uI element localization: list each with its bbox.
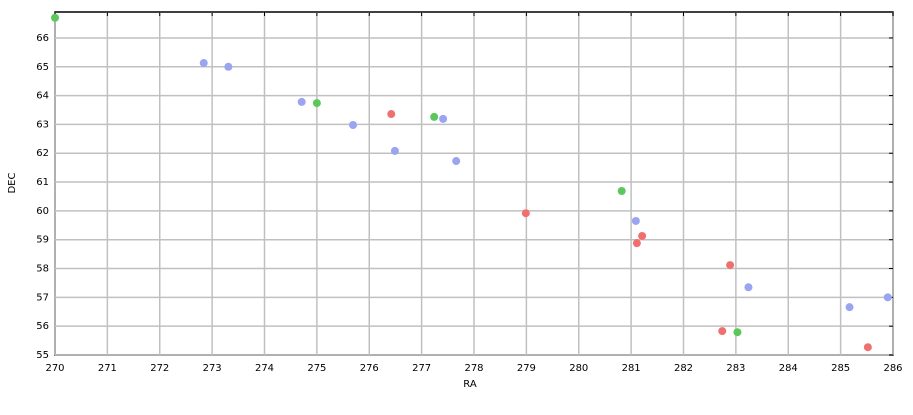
point — [863, 343, 872, 352]
x-tick-label: 270 — [45, 363, 64, 374]
x-tick-label: 274 — [255, 363, 274, 374]
x-tick-label: 280 — [569, 363, 588, 374]
point — [224, 62, 233, 71]
y-tick-label: 57 — [36, 292, 49, 303]
y-tick-label: 59 — [36, 235, 49, 246]
x-tick-label: 272 — [150, 363, 169, 374]
point — [726, 261, 735, 270]
point — [521, 209, 530, 218]
point — [733, 328, 742, 337]
x-tick-label: 283 — [726, 363, 745, 374]
x-tick-label: 273 — [203, 363, 222, 374]
x-tick-label: 279 — [517, 363, 536, 374]
y-tick-label: 55 — [36, 350, 49, 361]
point — [452, 157, 461, 166]
point — [845, 303, 854, 312]
x-tick-label: 285 — [831, 363, 850, 374]
point — [718, 327, 727, 336]
y-tick-label: 56 — [36, 321, 49, 332]
x-tick-label: 282 — [674, 363, 693, 374]
point — [430, 112, 439, 121]
point — [297, 97, 306, 106]
y-tick-label: 63 — [36, 119, 49, 130]
x-tick-label: 278 — [464, 363, 483, 374]
point — [439, 114, 448, 123]
point — [312, 99, 321, 108]
x-tick-label: 271 — [98, 363, 117, 374]
point — [883, 293, 892, 302]
y-tick-label: 60 — [36, 206, 49, 217]
x-tick-label: 276 — [360, 363, 379, 374]
point — [390, 146, 399, 155]
y-tick-label: 65 — [36, 62, 49, 73]
point — [631, 216, 640, 225]
point — [617, 186, 626, 195]
x-tick-label: 275 — [307, 363, 326, 374]
x-axis-label: RA — [463, 379, 477, 390]
y-tick-label: 64 — [36, 91, 49, 102]
x-tick-label: 277 — [412, 363, 431, 374]
point — [632, 239, 641, 248]
point — [349, 120, 358, 129]
y-tick-label: 61 — [36, 177, 49, 188]
point — [744, 283, 753, 292]
y-tick-label: 62 — [36, 148, 49, 159]
y-tick-label: 58 — [36, 264, 49, 275]
point — [638, 231, 647, 240]
point — [387, 110, 396, 119]
point — [51, 13, 59, 22]
y-axis-label: DEC — [7, 172, 18, 193]
y-tick-label: 66 — [36, 33, 49, 44]
x-tick-label: 286 — [883, 363, 902, 374]
point — [199, 59, 208, 68]
x-tick-label: 281 — [622, 363, 641, 374]
x-tick-label: 284 — [779, 363, 798, 374]
